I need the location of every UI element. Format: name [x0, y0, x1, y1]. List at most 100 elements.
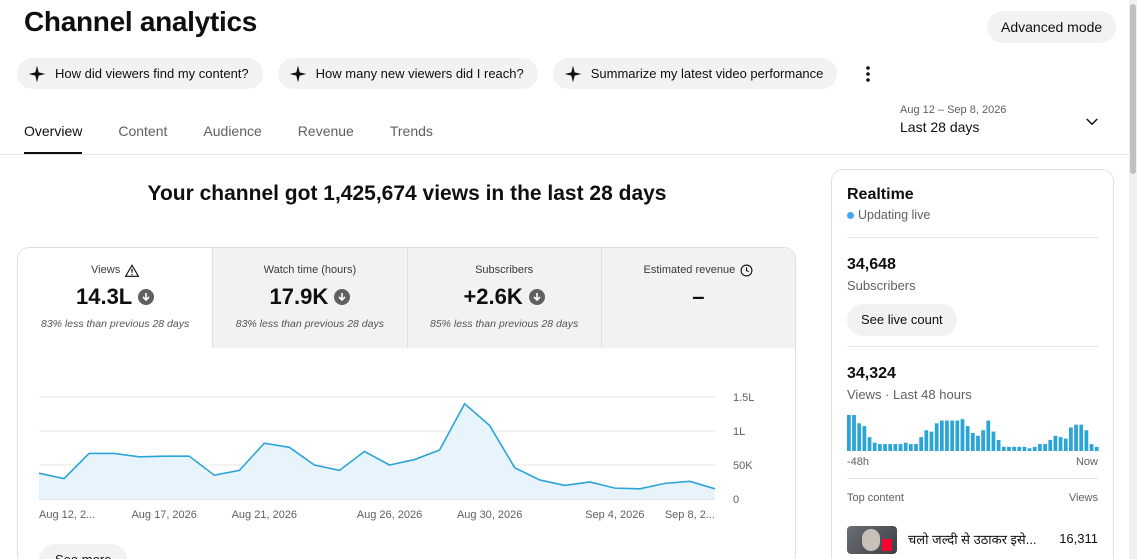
- metric-value: 17.9K: [269, 284, 329, 309]
- chip-label: How did viewers find my content?: [55, 66, 249, 81]
- warning-icon: [125, 263, 140, 277]
- realtime-bar: [1069, 427, 1073, 451]
- tab-bar: Overview Content Audience Revenue Trends: [24, 108, 469, 155]
- tab-overview[interactable]: Overview: [24, 108, 83, 154]
- arrow-down-icon: [138, 289, 155, 305]
- realtime-bar: [1074, 424, 1078, 451]
- metric-tab-views[interactable]: Views 14.3L 83% less than previous 28 da…: [18, 248, 213, 348]
- realtime-title: Realtime: [847, 186, 914, 203]
- realtime-bar: [914, 444, 918, 451]
- y-tick-label: 0: [733, 494, 739, 506]
- video-thumbnail[interactable]: [847, 526, 897, 554]
- divider: [847, 237, 1098, 238]
- suggestion-chips: How did viewers find my content? How man…: [17, 58, 878, 89]
- advanced-mode-button[interactable]: Advanced mode: [987, 11, 1117, 43]
- realtime-bar: [898, 444, 903, 451]
- metric-label: Subscribers: [475, 264, 534, 276]
- metric-label: Watch time (hours): [263, 264, 357, 276]
- x-tick-label: Aug 17, 2026: [131, 509, 196, 521]
- realtime-bar: [1089, 444, 1094, 451]
- realtime-bar: [1027, 448, 1032, 451]
- scrollbar-thumb[interactable]: [1130, 4, 1136, 174]
- x-tick-label: Aug 30, 2026: [457, 509, 522, 521]
- realtime-bar: [924, 430, 929, 451]
- realtime-bar: [1079, 424, 1084, 451]
- arrow-down-icon: [528, 289, 545, 305]
- realtime-bar: [903, 442, 908, 451]
- realtime-bar: [1038, 444, 1042, 451]
- tab-audience[interactable]: Audience: [203, 123, 262, 139]
- live-status-label: Updating live: [858, 208, 931, 222]
- date-range-dates: Aug 12 – Sep 8, 2026: [900, 104, 1007, 116]
- realtime-bar: [950, 420, 955, 451]
- divider: [847, 346, 1098, 347]
- suggestion-chip[interactable]: How did viewers find my content?: [17, 58, 263, 89]
- realtime-bar: [857, 423, 862, 451]
- series-line: [38, 402, 716, 490]
- date-range-picker[interactable]: Aug 12 – Sep 8, 2026 Last 28 days: [900, 104, 1006, 135]
- clock-icon: [740, 264, 753, 276]
- realtime-bar: [939, 420, 944, 451]
- y-tick-label: 1L: [733, 426, 745, 438]
- tab-content[interactable]: Content: [118, 123, 168, 139]
- x-tick-label: Aug 26, 2026: [357, 509, 422, 521]
- realtime-bar: [872, 442, 877, 451]
- top-content-title[interactable]: चलो जल्दी से उठाकर इसे...: [908, 532, 1037, 547]
- metric-tab-subscribers[interactable]: Subscribers +2.6K 85% less than previous…: [406, 248, 601, 348]
- subscriber-count: 34,648: [847, 256, 896, 273]
- realtime-bar: [945, 420, 949, 451]
- realtime-bar: [1032, 446, 1037, 451]
- realtime-bar: [934, 423, 939, 451]
- see-live-count-button[interactable]: See live count: [847, 304, 957, 336]
- metric-note: 83% less than previous 28 days: [40, 318, 190, 330]
- realtime-bar: [976, 435, 980, 451]
- see-more-button[interactable]: See more: [39, 544, 128, 559]
- views-column-header: Views: [1068, 492, 1098, 504]
- realtime-axis-start: -48h: [847, 456, 870, 468]
- realtime-bar: [991, 431, 996, 451]
- realtime-bar: [852, 415, 856, 451]
- realtime-bar: [1001, 446, 1006, 451]
- realtime-bar: [965, 426, 970, 451]
- realtime-bar: [955, 420, 960, 451]
- suggestion-chip[interactable]: How many new viewers did I reach?: [277, 58, 538, 89]
- realtime-bar-chart: [847, 415, 1099, 451]
- page-title: Channel analytics: [24, 6, 257, 37]
- metric-note: 83% less than previous 28 days: [235, 318, 384, 330]
- y-tick-label: 1.5L: [733, 392, 754, 404]
- x-tick-label: Aug 12, 2...: [39, 509, 95, 521]
- realtime-bar: [1022, 446, 1027, 451]
- metric-note: 85% less than previous 28 days: [429, 318, 579, 330]
- suggestion-chip[interactable]: Summarize my latest video performance: [552, 58, 838, 89]
- realtime-bar: [1058, 437, 1063, 451]
- metric-value: +2.6K: [463, 284, 523, 309]
- realtime-bar: [1043, 444, 1047, 451]
- y-tick-label: 50K: [733, 460, 753, 472]
- scrollbar[interactable]: [1129, 0, 1137, 559]
- chip-label: How many new viewers did I reach?: [315, 66, 524, 81]
- shorts-icon: [882, 539, 892, 551]
- realtime-bar: [867, 437, 872, 451]
- date-range-label: Last 28 days: [900, 119, 980, 135]
- tab-trends[interactable]: Trends: [389, 123, 433, 139]
- metric-tab-watch-time[interactable]: Watch time (hours) 17.9K 83% less than p…: [212, 248, 407, 348]
- realtime-bar: [883, 444, 887, 451]
- realtime-views-label: Views · Last 48 hours: [847, 387, 972, 402]
- realtime-bar: [1063, 438, 1068, 451]
- realtime-bar: [960, 419, 965, 451]
- live-dot-icon: [847, 211, 854, 219]
- metric-tab-revenue[interactable]: Estimated revenue –: [600, 248, 795, 348]
- more-options-icon[interactable]: [858, 58, 878, 89]
- realtime-bar: [1048, 439, 1053, 451]
- x-tick-label: Sep 4, 2026: [585, 509, 644, 521]
- arrow-down-icon: [334, 289, 351, 305]
- tab-revenue[interactable]: Revenue: [297, 123, 354, 139]
- chevron-down-icon[interactable]: [1083, 113, 1101, 131]
- sparkle-icon: [28, 65, 46, 82]
- realtime-bar: [986, 420, 991, 451]
- realtime-bar: [1007, 446, 1011, 451]
- series-area: [39, 403, 715, 499]
- metric-value: –: [692, 284, 705, 309]
- realtime-bar: [893, 444, 898, 451]
- realtime-bar: [1084, 430, 1089, 451]
